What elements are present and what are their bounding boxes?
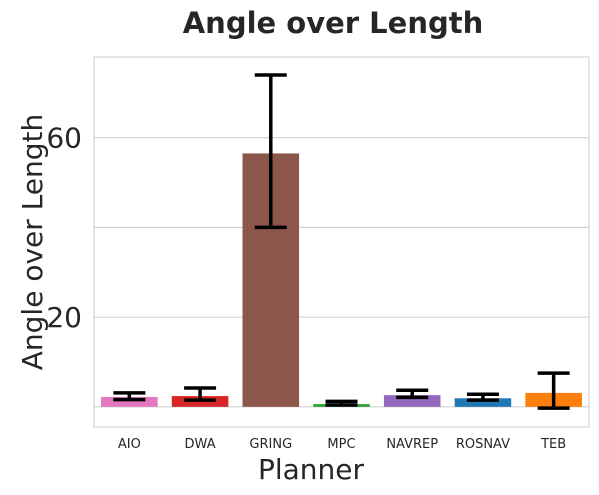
bar-navrep — [383, 395, 441, 407]
x-axis-label: Planner — [258, 453, 365, 486]
plot-area: 20 60 AIO DWA GRING MPC NAVREP ROSNAV TEB — [46, 56, 590, 452]
bar-rosnav — [454, 398, 512, 407]
y-axis-label: Angle over Length — [16, 114, 49, 371]
plot-frame — [93, 56, 590, 428]
x-tick-label: DWA — [185, 437, 216, 452]
y-tick-label: 20 — [46, 301, 82, 334]
x-tick-label: TEB — [540, 437, 566, 452]
bar-aio — [101, 396, 158, 407]
x-tick-label: ROSNAV — [456, 437, 510, 452]
x-tick-label: GRING — [249, 437, 292, 452]
x-tick-label: NAVREP — [386, 437, 438, 452]
chart-title: Angle over Length — [183, 6, 484, 40]
x-tick-label: AIO — [118, 437, 141, 452]
y-tick-label: 60 — [46, 122, 82, 155]
x-tick-label: MPC — [327, 437, 355, 452]
